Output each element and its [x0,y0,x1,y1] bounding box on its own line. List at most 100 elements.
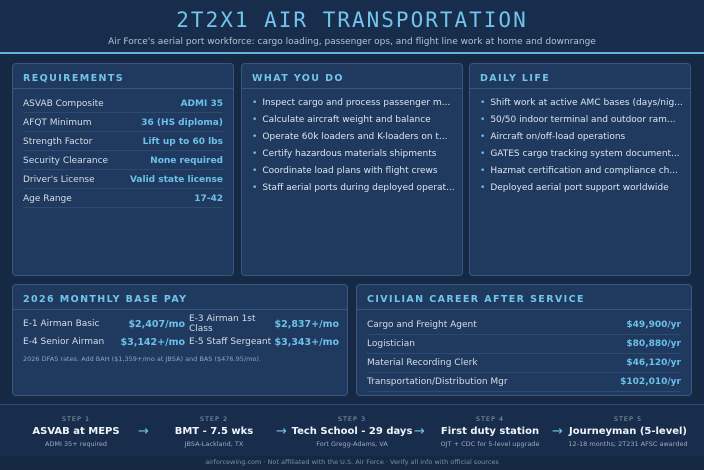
list-item: • Deployed aerial port support worldwide [480,183,682,199]
step-number: STEP 2 [199,415,229,423]
list-item-text: Deployed aerial port support worldwide [490,183,669,193]
career-label: Material Recording Clerk [367,358,478,368]
requirement-label: Security Clearance [23,156,109,166]
list-item: • Coordinate load plans with flight crews [252,166,454,182]
bullet-icon: • [480,132,486,142]
pay-note: 2026 DFAS rates. Add BAH ($1,359+/mo at … [23,355,261,363]
divider [242,88,462,89]
step-number: STEP 4 [475,415,505,423]
bullet-icon: • [480,183,486,193]
step-name: Journeyman (5-level) [568,426,688,437]
step-number: STEP 3 [337,415,367,423]
list-item: • Calculate aircraft weight and balance [252,115,454,131]
page-title: 2T2X1 AIR TRANSPORTATION [176,8,528,32]
requirement-label: Strength Factor [23,137,93,147]
career-salary: $80,880/yr [626,339,681,349]
bullet-icon: • [252,166,258,176]
list-item: • Hazmat certification and compliance ch.… [480,166,682,182]
requirement-value: Lift up to 60 lbs [142,137,223,147]
requirement-value: ADMI 35 [180,99,223,109]
arrow-right-icon: → [138,424,149,439]
list-item: • GATES cargo tracking system document... [480,149,682,165]
list-item-text: Coordinate load plans with flight crews [262,166,438,176]
bullet-icon: • [480,115,486,125]
bullet-icon: • [252,132,258,142]
pay-value: $2,407/mo [128,318,185,330]
requirements-panel: REQUIREMENTS ASVAB Composite ADMI 35 AFQT… [12,63,234,276]
requirements-title: REQUIREMENTS [23,73,124,84]
bullet-icon: • [252,98,258,108]
step-2: STEP 2 BMT - 7.5 wks JBSA-Lackland, TX [150,405,278,448]
page-subtitle: Air Force's aerial port workforce: cargo… [108,37,596,47]
step-detail: 12-18 months; 2T231 AFSC awarded [568,440,688,448]
bullet-icon: • [252,115,258,125]
civilian-title: CIVILIAN CAREER AFTER SERVICE [367,294,585,305]
arrow-right-icon: → [552,424,563,439]
divider [13,88,233,89]
list-item: • Certify hazardous materials shipments [252,149,454,165]
career-row: Cargo and Freight Agent $49,900/yr [367,316,681,335]
list-item-text: Calculate aircraft weight and balance [262,115,431,125]
step-3: STEP 3 Tech School - 29 days Fort Gregg-… [288,405,416,448]
career-label: Transportation/Distribution Mgr [367,377,508,387]
list-item-text: Inspect cargo and process passenger m... [262,98,451,108]
divider [13,309,347,310]
requirement-label: AFQT Minimum [23,118,92,128]
pay-value: $3,343+/mo [274,336,339,348]
step-name: BMT - 7.5 wks [174,426,254,437]
bullet-icon: • [480,166,486,176]
list-item-text: Operate 60k loaders and K-loaders on t..… [262,132,448,142]
pay-row: E-1 Airman Basic $2,407/mo [23,316,185,332]
pay-title: 2026 MONTHLY BASE PAY [23,294,188,305]
requirement-row: Strength Factor Lift up to 60 lbs [23,134,223,151]
step-name: First duty station [440,426,540,437]
step-number: STEP 5 [613,415,643,423]
list-item: • Operate 60k loaders and K-loaders on t.… [252,132,454,148]
bullet-icon: • [480,149,486,159]
pay-label: E-3 Airman 1st Class [189,314,256,334]
list-item: • Inspect cargo and process passenger m..… [252,98,454,114]
list-item-text: Staff aerial ports during deployed opera… [262,183,454,193]
step-detail: Fort Gregg-Adams, VA [316,440,388,448]
pay-panel: 2026 MONTHLY BASE PAY E-1 Airman Basic $2… [12,284,348,396]
list-item-text: 50/50 indoor terminal and outdoor ram... [490,115,676,125]
step-detail: ADMI 35+ required [44,440,108,448]
arrow-right-icon: → [414,424,425,439]
bullet-icon: • [252,183,258,193]
bullet-icon: • [480,98,486,108]
career-row: Logistician $80,880/yr [367,335,681,354]
divider [470,88,690,89]
requirement-value: None required [150,156,223,166]
header: 2T2X1 AIR TRANSPORTATION Air Force's aer… [0,0,704,54]
requirement-row: ASVAB Composite ADMI 35 [23,96,223,113]
footer: airforcewing.com · Not affiliated with t… [205,458,499,466]
list-item: • Staff aerial ports during deployed oper… [252,183,454,199]
bullet-icon: • [252,149,258,159]
step-name: Tech School - 29 days [291,426,413,437]
requirement-row: Security Clearance None required [23,153,223,170]
what-you-do-panel: WHAT YOU DO • Inspect cargo and process p… [241,63,463,276]
pay-label: E-5 Staff Sergeant [189,337,272,347]
pay-value: $3,142+/mo [120,336,185,348]
list-item-text: GATES cargo tracking system document... [490,149,680,159]
step-1: STEP 1 ASVAB at MEPS ADMI 35+ required [12,405,140,448]
arrow-right-icon: → [276,424,287,439]
career-label: Cargo and Freight Agent [367,320,477,330]
list-item-text: Hazmat certification and compliance ch..… [490,166,678,176]
list-item: • Shift work at active AMC bases (days/ni… [480,98,682,114]
requirement-label: Driver's License [23,175,95,185]
requirement-value: Valid state license [129,175,223,185]
career-salary: $49,900/yr [626,320,681,330]
step-number: STEP 1 [61,415,91,423]
requirement-value: 17-42 [194,194,223,204]
daily-life-title: DAILY LIFE [480,73,551,84]
pay-row: E-4 Senior Airman $3,142+/mo [23,334,185,350]
pay-row: E-5 Staff Sergeant $3,343+/mo [189,334,339,350]
divider [357,309,691,310]
list-item: • Aircraft on/off-load operations [480,132,682,148]
step-detail: OJT + CDC for 5-level upgrade [440,440,540,448]
requirement-label: ASVAB Composite [23,99,104,109]
step-5: STEP 5 Journeyman (5-level) 12-18 months… [564,405,692,448]
list-item-text: Certify hazardous materials shipments [262,149,437,159]
list-item: • 50/50 indoor terminal and outdoor ram..… [480,115,682,131]
